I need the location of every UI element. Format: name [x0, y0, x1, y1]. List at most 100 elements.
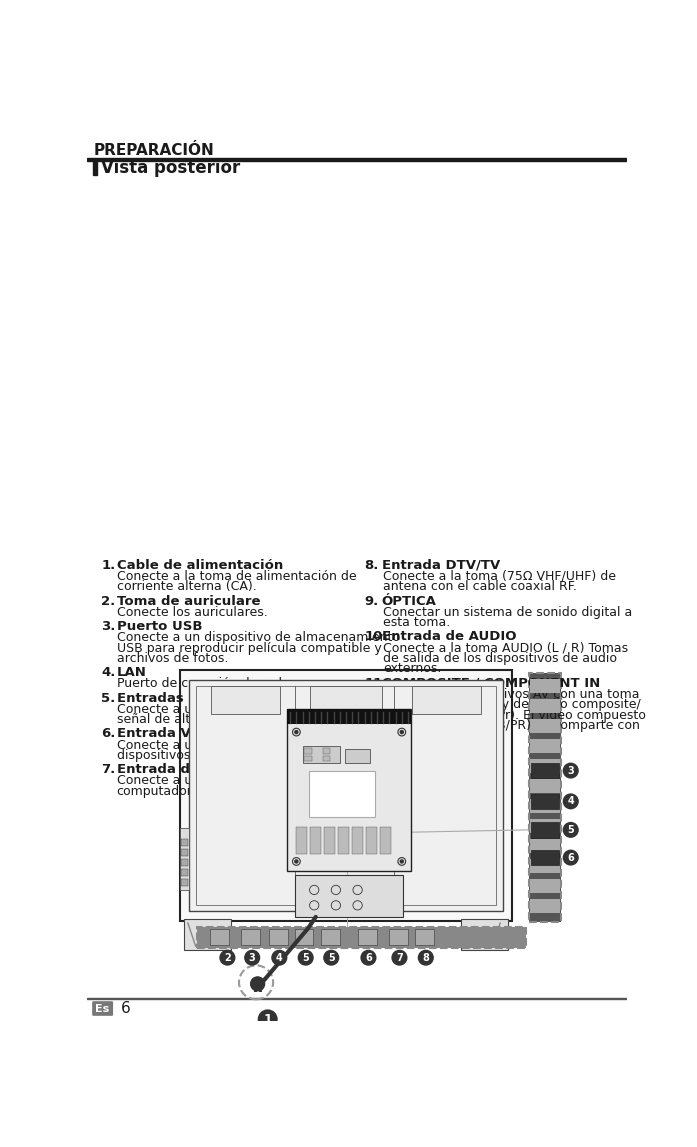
Bar	[530, 799, 560, 813]
Bar	[310, 827, 321, 853]
Text: 5: 5	[567, 825, 574, 835]
Text: 7: 7	[396, 953, 403, 962]
Text: antena con el cable coaxial RF.: antena con el cable coaxial RF.	[383, 580, 577, 593]
Bar	[310, 686, 382, 715]
Circle shape	[298, 951, 313, 965]
Bar	[530, 859, 560, 873]
Bar	[338, 827, 349, 853]
Text: Conecte a la toma (75Ω VHF/UHF) de: Conecte a la toma (75Ω VHF/UHF) de	[383, 570, 616, 583]
Circle shape	[563, 763, 578, 778]
Bar	[531, 763, 559, 779]
Text: Conecte a un dispositivo de salida de: Conecte a un dispositivo de salida de	[116, 703, 351, 716]
Bar	[190, 680, 503, 912]
Text: Vista posterior: Vista posterior	[101, 159, 240, 178]
Text: ÓPTICA: ÓPTICA	[382, 594, 436, 608]
Text: Puerto de conexión de red.: Puerto de conexión de red.	[116, 678, 286, 690]
Text: dispositivos con una interfaz VGA.: dispositivos con una interfaz VGA.	[116, 749, 330, 762]
Bar	[352, 827, 363, 853]
Text: señal de alta definición (AD).: señal de alta definición (AD).	[116, 713, 298, 726]
Text: 4: 4	[567, 796, 574, 806]
Text: 2.: 2.	[101, 594, 115, 608]
Circle shape	[251, 977, 265, 991]
Bar	[87, 157, 627, 161]
Bar	[269, 929, 288, 945]
Text: 11.: 11.	[365, 677, 388, 689]
Circle shape	[295, 731, 298, 734]
Text: Conecte a una salida de audio de la: Conecte a una salida de audio de la	[116, 774, 342, 788]
Bar	[181, 840, 188, 846]
Text: 3: 3	[567, 765, 574, 775]
Text: 10.: 10.	[365, 631, 388, 643]
Circle shape	[220, 951, 235, 965]
Bar	[530, 779, 560, 793]
Bar	[323, 748, 330, 754]
Bar	[530, 679, 560, 693]
Bar	[366, 827, 377, 853]
Bar	[287, 709, 411, 725]
Bar	[210, 929, 229, 945]
Bar	[180, 671, 512, 921]
Text: externos.: externos.	[383, 663, 442, 676]
Bar	[530, 719, 560, 733]
FancyBboxPatch shape	[92, 1001, 113, 1016]
Text: Puerto USB: Puerto USB	[116, 621, 202, 633]
Bar	[530, 819, 560, 833]
Text: Entrada VGA: Entrada VGA	[116, 727, 211, 741]
Text: Entradas HDMI: Entradas HDMI	[116, 692, 229, 704]
Bar	[531, 822, 559, 837]
Text: corriente alterna (CA).: corriente alterna (CA).	[116, 580, 256, 593]
Bar	[531, 850, 559, 865]
Bar	[358, 929, 377, 945]
Bar	[184, 919, 231, 950]
Bar	[530, 840, 560, 853]
Bar	[181, 869, 188, 876]
Circle shape	[563, 794, 578, 809]
Circle shape	[259, 1011, 277, 1029]
Text: Toma de auriculare: Toma de auriculare	[116, 594, 260, 608]
Bar	[321, 929, 339, 945]
Circle shape	[418, 951, 433, 965]
Text: Conecte a la toma de alimentación de: Conecte a la toma de alimentación de	[116, 570, 356, 583]
Bar	[87, 998, 627, 999]
Bar	[295, 874, 404, 916]
Text: USB para reproducir película compatible y: USB para reproducir película compatible …	[116, 641, 381, 655]
Text: 2: 2	[224, 953, 231, 962]
Circle shape	[563, 822, 578, 837]
Bar	[295, 929, 314, 945]
Text: computadora.: computadora.	[116, 785, 204, 798]
Bar	[181, 849, 188, 856]
Circle shape	[245, 951, 259, 965]
Text: COMPOSITE / COMPONENT IN: COMPOSITE / COMPONENT IN	[382, 677, 600, 689]
Bar	[241, 929, 260, 945]
Bar	[309, 771, 375, 817]
Circle shape	[392, 951, 407, 965]
Text: 6: 6	[365, 953, 372, 962]
Bar	[412, 686, 482, 715]
Bar	[324, 827, 335, 853]
Circle shape	[400, 731, 404, 734]
Text: 8: 8	[422, 953, 429, 962]
Text: 6: 6	[121, 1001, 131, 1016]
Text: Conecte a una computadora u otros: Conecte a una computadora u otros	[116, 739, 342, 751]
Bar	[210, 686, 279, 715]
Text: Entrada DTV/TV: Entrada DTV/TV	[382, 559, 500, 572]
Text: 4: 4	[276, 953, 283, 962]
Circle shape	[295, 860, 298, 863]
Bar	[196, 686, 496, 905]
Bar	[345, 749, 370, 763]
Circle shape	[361, 951, 376, 965]
Bar	[254, 984, 257, 991]
Text: LAN: LAN	[116, 666, 146, 679]
Bar	[531, 794, 559, 809]
Bar	[530, 699, 560, 712]
Bar	[180, 828, 190, 890]
Circle shape	[563, 850, 578, 865]
Text: esta toma.: esta toma.	[383, 616, 450, 630]
Text: el Audio en(L/R).: el Audio en(L/R).	[383, 729, 487, 742]
Text: 1: 1	[263, 1013, 272, 1025]
Bar	[181, 879, 188, 887]
Text: 5: 5	[328, 953, 335, 962]
Text: 7.: 7.	[101, 763, 115, 777]
Bar	[530, 899, 560, 913]
Text: 6.: 6.	[101, 727, 116, 741]
